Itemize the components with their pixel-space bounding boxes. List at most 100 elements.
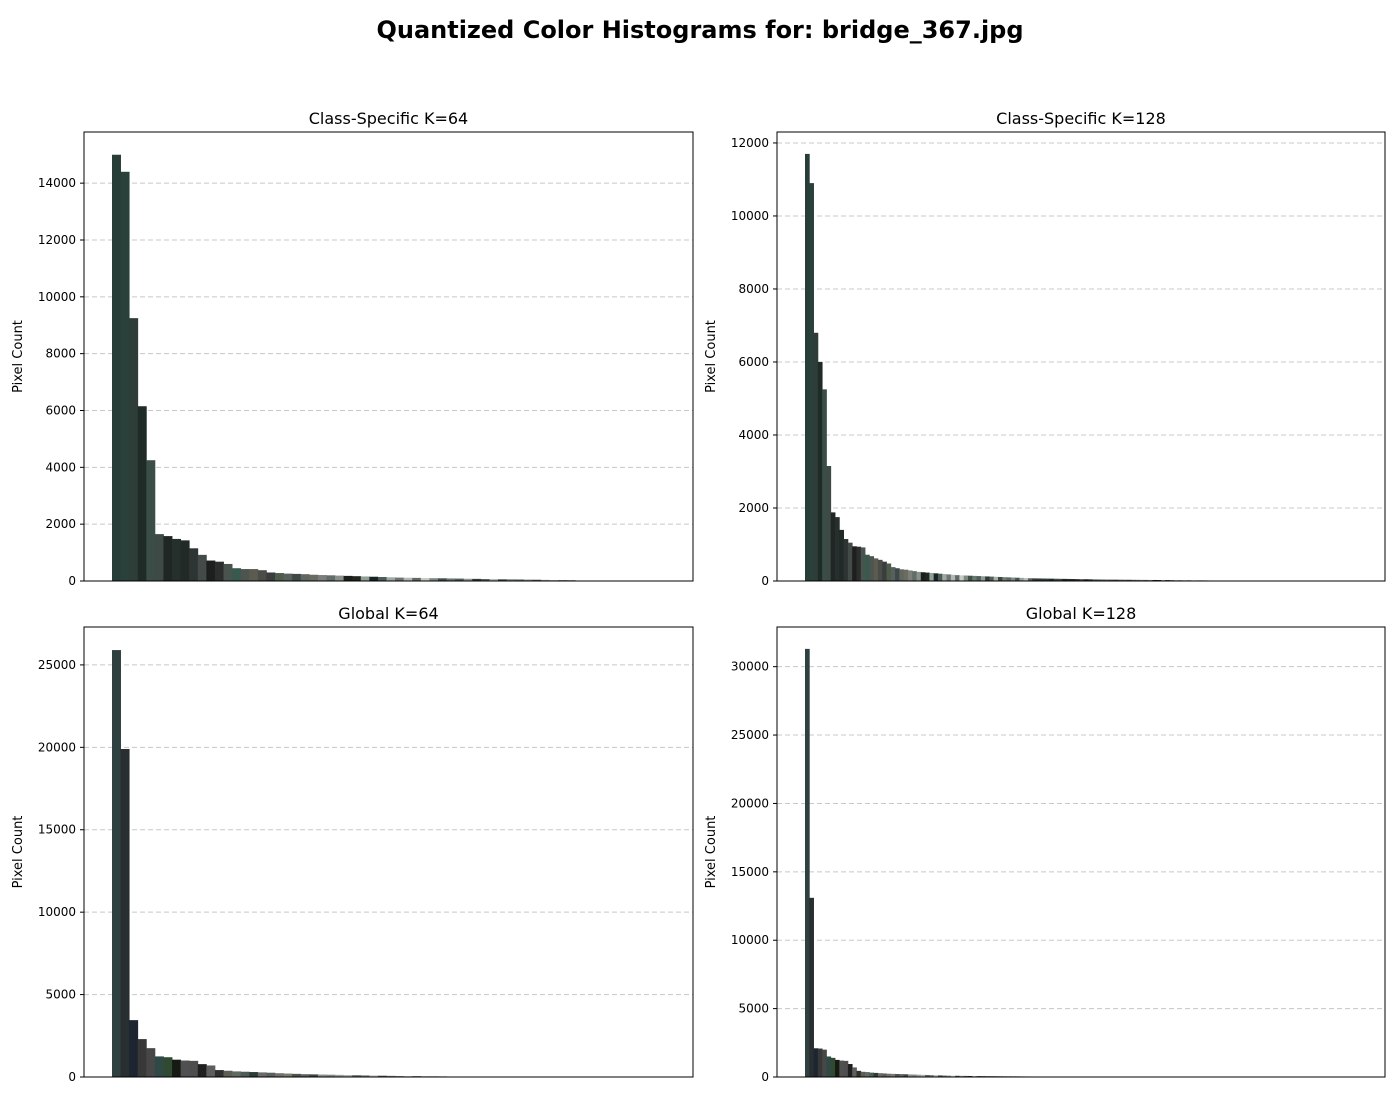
bar bbox=[822, 389, 827, 581]
bar bbox=[1075, 579, 1080, 581]
bar bbox=[180, 540, 190, 581]
bar bbox=[950, 1075, 956, 1077]
bar bbox=[335, 1074, 345, 1077]
bar bbox=[1152, 579, 1158, 581]
bar bbox=[835, 517, 840, 581]
bar bbox=[907, 1074, 913, 1077]
bar bbox=[882, 1073, 887, 1077]
bar bbox=[1135, 579, 1140, 581]
bar bbox=[1118, 579, 1123, 581]
bar bbox=[980, 576, 986, 581]
bar bbox=[877, 559, 883, 581]
bar bbox=[1053, 578, 1059, 581]
bar bbox=[895, 568, 900, 581]
bar bbox=[377, 577, 387, 581]
y-tick-label: 25000 bbox=[38, 658, 76, 672]
bar bbox=[890, 1073, 896, 1077]
plot-frame bbox=[776, 131, 1386, 582]
bar bbox=[1092, 579, 1098, 581]
bar bbox=[989, 576, 995, 581]
y-tick-label: 15000 bbox=[38, 823, 76, 837]
bar bbox=[946, 1075, 952, 1077]
y-tick-label: 12000 bbox=[731, 136, 769, 150]
bar bbox=[937, 1075, 943, 1077]
bar bbox=[998, 576, 1003, 581]
bar bbox=[865, 554, 870, 581]
bar bbox=[873, 558, 879, 581]
bar bbox=[1058, 578, 1063, 581]
bar bbox=[1040, 578, 1046, 581]
bar bbox=[916, 1074, 922, 1077]
bar bbox=[137, 1039, 147, 1077]
bar bbox=[335, 575, 345, 581]
bar bbox=[1105, 579, 1110, 581]
bar bbox=[1088, 579, 1093, 581]
bar bbox=[1143, 579, 1149, 581]
y-tick-label: 4000 bbox=[738, 428, 769, 442]
bar bbox=[907, 570, 913, 581]
bar bbox=[942, 1075, 947, 1077]
bar bbox=[523, 579, 533, 581]
bar bbox=[882, 561, 887, 581]
bar bbox=[343, 575, 353, 581]
bar bbox=[933, 1075, 939, 1077]
y-tick-label: 2000 bbox=[738, 501, 769, 515]
y-tick-label: 12000 bbox=[38, 233, 76, 247]
y-tick-label: 15000 bbox=[731, 865, 769, 879]
bar bbox=[873, 1072, 879, 1077]
bar bbox=[929, 1075, 935, 1077]
bar bbox=[1023, 578, 1029, 581]
bar bbox=[967, 575, 973, 581]
bar bbox=[300, 574, 310, 581]
bar bbox=[899, 1074, 905, 1077]
bar bbox=[343, 1075, 353, 1077]
figure-title: Quantized Color Histograms for: bridge_3… bbox=[376, 16, 1024, 44]
bar bbox=[1062, 578, 1068, 581]
bar bbox=[903, 569, 909, 581]
bar bbox=[809, 183, 814, 581]
bar bbox=[1100, 579, 1106, 581]
bar bbox=[369, 576, 379, 581]
y-tick-label: 10000 bbox=[38, 905, 76, 919]
bar bbox=[180, 1060, 190, 1077]
bar bbox=[1139, 579, 1145, 581]
bar bbox=[429, 578, 439, 581]
y-axis-label: Pixel Count bbox=[11, 816, 26, 889]
chart-title: Global K=64 bbox=[338, 604, 438, 623]
bar bbox=[852, 1067, 857, 1077]
bar bbox=[869, 1072, 875, 1077]
bar bbox=[967, 1075, 973, 1077]
y-tick-label: 8000 bbox=[738, 282, 769, 296]
bar bbox=[925, 1074, 930, 1077]
bar bbox=[154, 534, 164, 581]
bar bbox=[120, 748, 130, 1077]
bar bbox=[120, 171, 130, 582]
bar bbox=[326, 1074, 336, 1077]
plot-frame bbox=[776, 626, 1386, 1078]
bar bbox=[395, 577, 405, 581]
plot-frame bbox=[83, 626, 694, 1078]
bar bbox=[377, 1075, 387, 1077]
bar bbox=[249, 569, 259, 581]
bar bbox=[129, 318, 139, 581]
bar bbox=[163, 1057, 173, 1077]
bar bbox=[916, 571, 922, 581]
bar bbox=[839, 529, 845, 581]
bar bbox=[266, 1072, 276, 1077]
chart-title: Class-Specific K=64 bbox=[309, 109, 468, 128]
bar bbox=[326, 575, 336, 581]
bar bbox=[146, 1048, 156, 1077]
bar bbox=[843, 539, 849, 581]
bar bbox=[172, 1059, 182, 1077]
plot-frame bbox=[83, 131, 694, 582]
bar bbox=[1109, 579, 1115, 581]
bar bbox=[1019, 577, 1025, 581]
chart-title: Class-Specific K=128 bbox=[996, 109, 1166, 128]
bar bbox=[206, 560, 216, 581]
bar bbox=[903, 1074, 909, 1077]
bar bbox=[437, 578, 447, 581]
bar bbox=[813, 332, 819, 581]
bar bbox=[865, 1072, 870, 1077]
y-tick-label: 14000 bbox=[38, 176, 76, 190]
bar bbox=[856, 546, 862, 581]
